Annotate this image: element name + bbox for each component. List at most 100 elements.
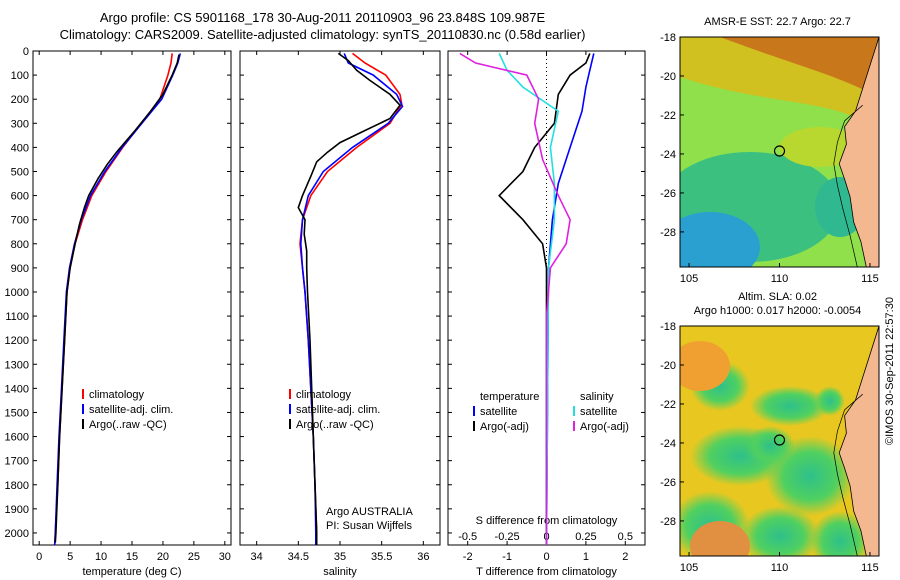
profile-panel-temperature: 0 5 10 15 20 25 30 temperature (deg C) 0 100 200 30… bbox=[5, 46, 232, 578]
y-tick-label: 600 bbox=[11, 191, 29, 203]
legend-entry-salinity: salinity bbox=[580, 391, 614, 403]
x-tick-label: 35 bbox=[334, 551, 346, 563]
x-tick-label: 25 bbox=[188, 551, 200, 563]
y-tick-label: 100 bbox=[11, 70, 29, 82]
x-tick-label: 35.5 bbox=[371, 551, 392, 563]
y-tick-label: 900 bbox=[11, 263, 29, 275]
lat-tick-label: -20 bbox=[660, 71, 676, 83]
figure-title-line2: Climatology: CARS2009. Satellite-adjuste… bbox=[59, 27, 586, 42]
legend-entry: satellite-adj. clim. bbox=[89, 404, 173, 416]
x-tick-label: 2 bbox=[622, 551, 628, 563]
y-tick-label: 1900 bbox=[5, 504, 29, 516]
y-tick-label: 1800 bbox=[5, 480, 29, 492]
y-tick-label: 1200 bbox=[5, 335, 29, 347]
x-tick-label: 36 bbox=[417, 551, 429, 563]
y-tick-label: 300 bbox=[11, 118, 29, 130]
profile-panel-difference: -2 -1 0 1 2 T difference from climatology -0.5… bbox=[447, 50, 646, 578]
lon-tick-label: 110 bbox=[771, 273, 789, 285]
sla-map-title: Altim. SLA: 0.02 bbox=[738, 291, 817, 303]
lon-tick-label: 110 bbox=[771, 562, 789, 574]
y-tick-label: 1000 bbox=[5, 287, 29, 299]
x-axis-label: T difference from climatology bbox=[476, 566, 617, 578]
profile-panel-salinity: 34 34.5 35 35.5 36 salinity climatology satelli… bbox=[239, 50, 441, 578]
map-sst-map: 105 110 115 -18 -20 -22 -24 -26 -28 bbox=[660, 32, 880, 285]
sla-eddy bbox=[740, 506, 820, 556]
x-tick-label: 34.5 bbox=[288, 551, 309, 563]
x-tick-label: -1 bbox=[502, 551, 512, 563]
x2-tick-label: -0.25 bbox=[495, 531, 520, 543]
map-field bbox=[680, 326, 879, 556]
x-tick-label: 1 bbox=[583, 551, 589, 563]
lat-tick-label: -24 bbox=[660, 438, 676, 450]
legend-entry-temperature: Argo(-adj) bbox=[480, 421, 529, 433]
y-tick-label: 500 bbox=[11, 166, 29, 178]
lon-tick-label: 105 bbox=[680, 562, 698, 574]
y-tick-label: 1100 bbox=[5, 311, 29, 323]
sla-eddy bbox=[815, 386, 845, 416]
lat-tick-label: -26 bbox=[660, 477, 676, 489]
y-tick-label: 400 bbox=[11, 142, 29, 154]
map-field bbox=[680, 37, 879, 267]
sla-eddy bbox=[745, 426, 795, 466]
lon-tick-label: 105 bbox=[680, 273, 698, 285]
x-tick-label: 0 bbox=[543, 551, 549, 563]
sla-map-subtitle: Argo h1000: 0.017 h2000: -0.0054 bbox=[693, 305, 862, 317]
land-mask bbox=[838, 37, 879, 267]
legend-entry-salinity: satellite bbox=[580, 406, 617, 418]
land-mask bbox=[838, 326, 879, 556]
annotation-line2: PI: Susan Wijffels bbox=[326, 520, 412, 532]
shelf-contour bbox=[833, 104, 863, 267]
figure-title-line1: Argo profile: CS 5901168_178 30-Aug-2011… bbox=[99, 10, 546, 25]
sla-high bbox=[690, 521, 750, 556]
legend-entry: Argo(..raw -QC) bbox=[296, 419, 374, 431]
argo-position-marker bbox=[773, 434, 786, 446]
y-tick-label: 0 bbox=[23, 46, 29, 58]
lon-tick-label: 115 bbox=[861, 562, 879, 574]
series-line-difference-1 bbox=[498, 53, 591, 545]
legend-entry: climatology bbox=[296, 389, 352, 401]
y-tick-label: 700 bbox=[11, 215, 29, 227]
lat-tick-label: -24 bbox=[660, 149, 676, 161]
x-tick-label: 20 bbox=[157, 551, 169, 563]
y-tick-label: 1600 bbox=[5, 432, 29, 444]
sst-map-title: AMSR-E SST: 22.7 Argo: 22.7 bbox=[704, 16, 851, 28]
x-tick-label: 5 bbox=[67, 551, 73, 563]
x2-tick-label: 0.5 bbox=[618, 531, 633, 543]
y-tick-label: 2000 bbox=[5, 528, 29, 540]
series-line-salinity-2 bbox=[297, 52, 402, 545]
lat-tick-label: -28 bbox=[660, 227, 676, 239]
lat-tick-label: -18 bbox=[660, 32, 676, 44]
lon-tick-label: 115 bbox=[861, 273, 879, 285]
x-tick-label: 0 bbox=[36, 551, 42, 563]
lat-tick-label: -22 bbox=[660, 110, 676, 122]
plot-frame-temperature bbox=[32, 50, 232, 546]
sst-hot-band bbox=[720, 37, 879, 97]
x2-tick-label: 0.25 bbox=[575, 531, 596, 543]
x-tick-label: 15 bbox=[126, 551, 138, 563]
shelf-contour bbox=[833, 393, 863, 556]
x-axis-label: salinity bbox=[323, 566, 357, 578]
lat-tick-label: -18 bbox=[660, 321, 676, 333]
y-tick-label: 200 bbox=[11, 94, 29, 106]
sla-eddy bbox=[750, 386, 830, 426]
annotation-line1: Argo AUSTRALIA bbox=[326, 506, 413, 518]
series-line-difference-3 bbox=[459, 52, 571, 545]
sst-mid-patch bbox=[780, 127, 860, 167]
legend-entry: satellite-adj. clim. bbox=[296, 404, 380, 416]
x-tick-label: 30 bbox=[219, 551, 231, 563]
sst-cold-pool bbox=[680, 212, 760, 267]
lat-tick-label: -22 bbox=[660, 399, 676, 411]
series-line-temperature-2 bbox=[54, 54, 180, 543]
legend-entry: climatology bbox=[89, 389, 145, 401]
y-tick-label: 1700 bbox=[5, 456, 29, 468]
legend-entry-temperature: satellite bbox=[480, 406, 517, 418]
y-tick-label: 1500 bbox=[5, 407, 29, 419]
lat-tick-label: -20 bbox=[660, 360, 676, 372]
argo-position-marker bbox=[773, 145, 786, 157]
lat-tick-label: -28 bbox=[660, 516, 676, 528]
y-tick-label: 1400 bbox=[5, 383, 29, 395]
x-tick-label: 10 bbox=[95, 551, 107, 563]
y-tick-label: 800 bbox=[11, 239, 29, 251]
legend-entry-temperature: temperature bbox=[480, 391, 539, 403]
